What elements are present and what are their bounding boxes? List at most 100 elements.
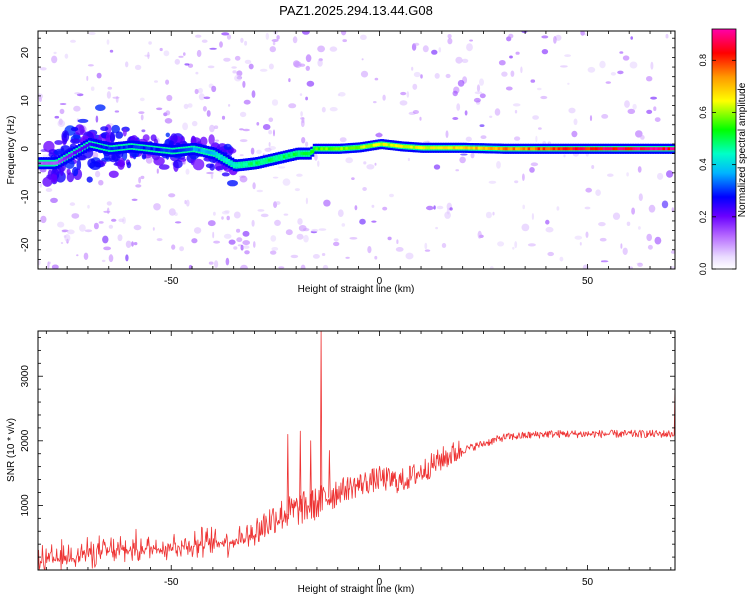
colorbar-frame bbox=[711, 28, 737, 270]
spectrogram-speckle bbox=[69, 202, 76, 206]
spectrogram-ridge-core bbox=[352, 146, 357, 150]
spectrogram-ridge-core bbox=[50, 161, 55, 165]
spectrogram-ridge-core bbox=[240, 163, 245, 167]
colorbar-tick-label: 0.0 bbox=[698, 263, 708, 276]
spectrogram-speckle bbox=[646, 233, 652, 242]
spectrogram-speckle bbox=[587, 66, 596, 73]
spectrogram-speckle bbox=[465, 136, 472, 142]
spectrogram-ytick-label: 20 bbox=[20, 47, 31, 59]
spectrogram-speckle bbox=[87, 204, 90, 209]
spectrogram-speckle bbox=[92, 151, 99, 159]
spectrogram-speckle bbox=[208, 261, 214, 265]
spectrogram-ridge-core bbox=[590, 147, 595, 151]
spectrogram-speckle bbox=[140, 175, 145, 180]
spectrogram-speckle bbox=[584, 206, 591, 210]
spectrogram-ridge-core bbox=[432, 146, 437, 150]
spectrogram-speckle bbox=[476, 84, 481, 92]
spectrogram-speckle bbox=[629, 266, 633, 269]
spectrogram-ridge-core bbox=[195, 148, 200, 152]
spectrogram-speckle bbox=[221, 32, 230, 36]
spectrogram-speckle bbox=[373, 101, 377, 104]
spectrogram-ridge-core bbox=[662, 147, 667, 151]
spectrogram-speckle bbox=[547, 141, 551, 145]
spectrogram-speckle bbox=[274, 219, 281, 226]
spectrogram-ridge-core bbox=[192, 147, 197, 151]
spectrogram-speckle bbox=[248, 63, 254, 70]
spectrogram-ridge-core bbox=[90, 143, 95, 147]
spectrogram-ylabel: Frequency (Hz) bbox=[6, 116, 17, 185]
spectrogram-ridge-core bbox=[110, 147, 115, 151]
spectrogram-speckle bbox=[568, 107, 576, 114]
spectrogram-speckle bbox=[108, 254, 114, 263]
spectrogram-speckle bbox=[283, 213, 289, 216]
spectrogram-speckle bbox=[108, 224, 114, 229]
spectrogram-speckle bbox=[598, 222, 606, 227]
spectrogram-ridge-core bbox=[170, 149, 175, 153]
colorbar-tick-label: 0.6 bbox=[698, 106, 708, 119]
spectrogram-speckle bbox=[646, 76, 653, 82]
spectrogram-speckle bbox=[635, 130, 643, 138]
spectrogram-blob bbox=[192, 158, 205, 171]
spectrogram-ridge-core bbox=[635, 147, 639, 151]
spectrogram-ridge-core bbox=[427, 146, 432, 150]
spectrogram-speckle bbox=[163, 50, 170, 57]
spectrogram-speckle bbox=[193, 227, 202, 234]
spectrogram-speckle bbox=[209, 47, 218, 50]
spectrogram-speckle bbox=[377, 132, 382, 138]
spectrogram-ridge-core bbox=[575, 147, 580, 151]
spectrogram-speckle bbox=[135, 184, 142, 188]
snr-series-line bbox=[38, 331, 675, 570]
spectrogram-speckle bbox=[51, 55, 58, 64]
spectrogram-speckle bbox=[302, 31, 310, 35]
spectrogram-speckle bbox=[505, 86, 513, 91]
snr-xtick-label: 50 bbox=[582, 577, 594, 588]
spectrogram-ridge-core bbox=[405, 145, 410, 149]
spectrogram-ridge-core bbox=[530, 147, 535, 151]
spectrogram-blob bbox=[227, 180, 238, 187]
spectrogram-speckle bbox=[322, 264, 329, 269]
spectrogram-speckle bbox=[531, 213, 535, 220]
spectrogram-speckle bbox=[66, 229, 75, 235]
spectrogram-speckle bbox=[252, 182, 256, 190]
spectrogram-speckle bbox=[165, 79, 170, 85]
spectrogram-blob bbox=[126, 161, 132, 169]
spectrogram-speckle bbox=[612, 212, 621, 220]
spectrogram-ridge-core bbox=[68, 154, 72, 157]
spectrogram-speckle bbox=[653, 106, 657, 111]
spectrogram-blob bbox=[153, 156, 165, 166]
spectrogram-speckle bbox=[196, 49, 202, 58]
spectrogram-speckle bbox=[191, 120, 198, 127]
spectrogram-ridge-core bbox=[65, 155, 70, 159]
spectrogram-speckle bbox=[244, 59, 252, 64]
spectrogram-speckle bbox=[138, 111, 145, 114]
spectrogram-speckle bbox=[296, 173, 303, 177]
spectrogram-speckle bbox=[106, 201, 112, 206]
spectrogram-ridge-core bbox=[420, 146, 425, 150]
spectrogram-ridge-core bbox=[462, 146, 467, 150]
spectrogram-ridge-core bbox=[78, 148, 82, 152]
spectrogram-speckle bbox=[210, 172, 214, 179]
spectrogram-speckle bbox=[650, 96, 657, 100]
spectrogram-ridge-core bbox=[255, 161, 260, 165]
spectrogram-speckle bbox=[444, 211, 451, 219]
spectrogram-ridge-core bbox=[347, 146, 352, 150]
spectrogram-ridge-core bbox=[40, 161, 45, 165]
spectrogram-speckle bbox=[647, 244, 653, 250]
spectrogram-speckle bbox=[232, 70, 237, 74]
spectrogram-ridge-core bbox=[532, 147, 537, 151]
spectrogram-blob bbox=[199, 136, 208, 146]
spectrogram-ridge-core bbox=[555, 147, 560, 151]
spectrogram-xtick-label: 0 bbox=[377, 276, 383, 287]
spectrogram-speckle bbox=[201, 39, 208, 43]
spectrogram-speckle bbox=[140, 114, 144, 121]
spectrogram-speckle bbox=[187, 103, 193, 108]
spectrogram-ridge-core bbox=[102, 146, 107, 149]
spectrogram-ridge-core bbox=[73, 151, 77, 155]
spectrogram-ridge-core bbox=[130, 145, 135, 148]
spectrogram-speckle bbox=[318, 228, 327, 231]
spectrogram-speckle bbox=[226, 34, 232, 40]
spectrogram-ridge-core bbox=[270, 158, 275, 162]
spectrogram-speckle bbox=[59, 103, 67, 105]
spectrogram-ridge-core bbox=[122, 145, 127, 149]
spectrogram-ridge-core bbox=[400, 144, 405, 148]
